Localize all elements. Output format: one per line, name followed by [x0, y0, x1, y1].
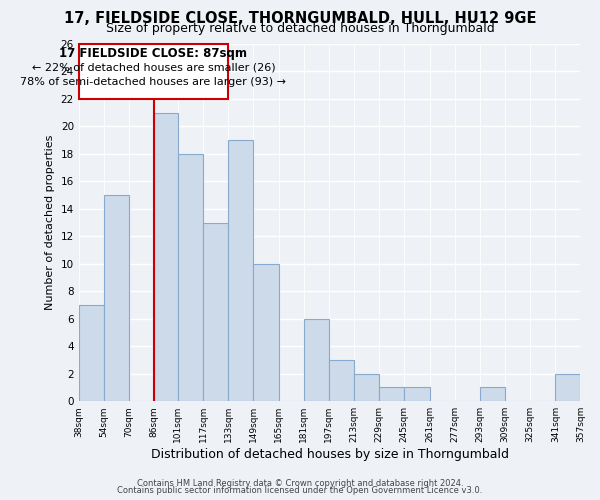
Bar	[304, 319, 329, 401]
Bar	[154, 112, 178, 401]
Text: 17, FIELDSIDE CLOSE, THORNGUMBALD, HULL, HU12 9GE: 17, FIELDSIDE CLOSE, THORNGUMBALD, HULL,…	[64, 11, 536, 26]
Text: Size of property relative to detached houses in Thorngumbald: Size of property relative to detached ho…	[106, 22, 494, 35]
Text: ← 22% of detached houses are smaller (26): ← 22% of detached houses are smaller (26…	[32, 62, 275, 72]
Text: Contains public sector information licensed under the Open Government Licence v3: Contains public sector information licen…	[118, 486, 482, 495]
Bar	[228, 140, 253, 401]
Bar	[480, 388, 505, 401]
Bar	[404, 388, 430, 401]
Bar	[379, 388, 404, 401]
Y-axis label: Number of detached properties: Number of detached properties	[45, 135, 55, 310]
Bar	[329, 360, 354, 401]
Bar	[253, 264, 278, 401]
Text: 17 FIELDSIDE CLOSE: 87sqm: 17 FIELDSIDE CLOSE: 87sqm	[59, 47, 247, 60]
Text: 78% of semi-detached houses are larger (93) →: 78% of semi-detached houses are larger (…	[20, 78, 286, 88]
Bar	[104, 195, 129, 401]
Bar	[79, 305, 104, 401]
Text: Contains HM Land Registry data © Crown copyright and database right 2024.: Contains HM Land Registry data © Crown c…	[137, 478, 463, 488]
Bar	[556, 374, 580, 401]
X-axis label: Distribution of detached houses by size in Thorngumbald: Distribution of detached houses by size …	[151, 448, 509, 461]
Bar	[203, 222, 228, 401]
Bar	[178, 154, 203, 401]
Bar	[79, 44, 228, 99]
Bar	[354, 374, 379, 401]
